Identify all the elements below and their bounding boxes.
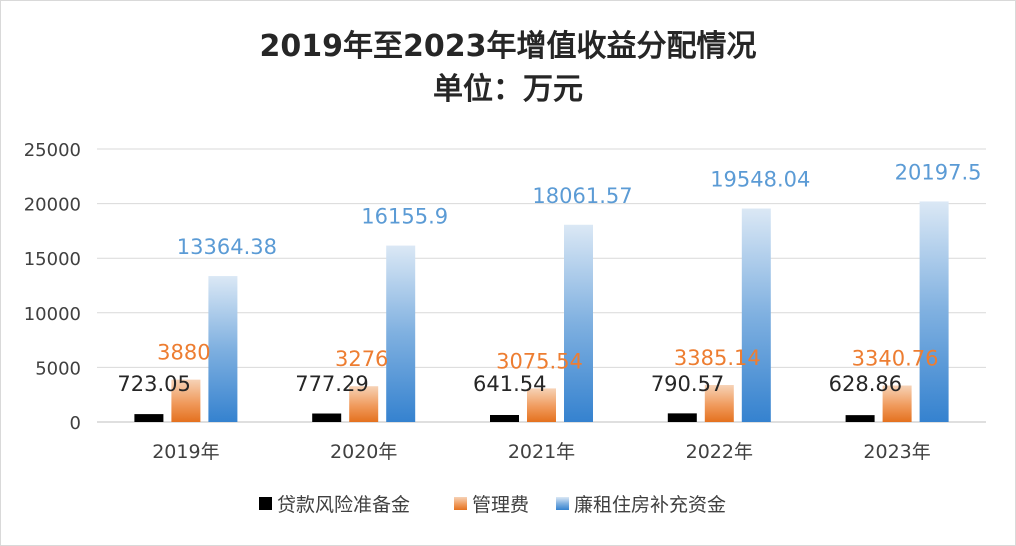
- data-label-s0-2020: 777.29: [295, 372, 368, 396]
- data-label-s2-2019: 13364.38: [177, 235, 277, 259]
- y-tick-label-25000: 25000: [24, 140, 81, 161]
- chart-subtitle: 单位：万元: [433, 72, 583, 107]
- bar-s1-2020: [349, 386, 379, 422]
- legend-swatch-s0: [259, 497, 272, 510]
- y-tick-label-20000: 20000: [24, 195, 81, 216]
- data-label-s0-2022: 790.57: [651, 372, 724, 396]
- y-tick-label-10000: 10000: [24, 304, 81, 325]
- legend-label-s0: 贷款风险准备金: [277, 494, 410, 516]
- y-tick-label-15000: 15000: [24, 249, 81, 270]
- bar-s2-2020: [386, 245, 416, 422]
- x-category-label-2022: 2022年: [686, 441, 753, 463]
- bar-s0-2022: [667, 413, 697, 422]
- gridlines: [97, 148, 986, 423]
- data-label-s0-2019: 723.05: [117, 372, 190, 396]
- bar-s2-2021: [564, 224, 593, 422]
- legend-label-s1: 管理费: [472, 494, 529, 516]
- bar-s0-2021: [490, 414, 519, 422]
- bar-s2-2019: [208, 276, 238, 422]
- chart-title-group: 2019年至2023年增值收益分配情况 单位：万元: [260, 29, 757, 107]
- bar-s2-2022: [741, 208, 771, 422]
- bar-s0-2019: [134, 414, 164, 422]
- legend-swatch-s2: [556, 497, 569, 510]
- data-label-s2-2020: 16155.9: [361, 205, 448, 229]
- bar-s1-2019: [171, 379, 201, 422]
- data-label-s1-2020: 3276: [335, 347, 388, 371]
- x-category-label-2020: 2020年: [330, 441, 397, 463]
- legend-label-s2: 廉租住房补充资金: [574, 494, 726, 516]
- data-label-s1-2022: 3385.14: [674, 346, 761, 370]
- data-label-s2-2023: 20197.5: [895, 160, 982, 184]
- x-axis-categories: 2019年 2020年 2021年 2022年 2023年: [152, 441, 931, 463]
- data-label-s1-2023: 3340.76: [852, 347, 939, 371]
- x-category-label-2023: 2023年: [863, 441, 930, 463]
- x-category-label-2019: 2019年: [152, 441, 219, 463]
- bar-s1-2021: [527, 388, 556, 422]
- bar-s1-2022: [704, 385, 734, 422]
- y-tick-label-5000: 5000: [35, 358, 81, 379]
- data-label-s0-2021: 641.54: [473, 372, 546, 396]
- x-category-label-2021: 2021年: [508, 441, 575, 463]
- data-label-s1-2019: 3880: [157, 341, 210, 365]
- bar-s0-2020: [312, 413, 342, 422]
- y-tick-label-0: 0: [70, 413, 81, 434]
- bar-s0-2023: [845, 415, 875, 422]
- bar-s2-2023: [919, 201, 949, 422]
- data-label-s0-2023: 628.86: [829, 372, 902, 396]
- chart-title: 2019年至2023年增值收益分配情况: [260, 29, 757, 64]
- data-label-s2-2021: 18061.57: [532, 184, 632, 208]
- legend-swatch-s1: [454, 497, 467, 510]
- legend: 贷款风险准备金 管理费 廉租住房补充资金: [259, 494, 726, 516]
- y-axis-ticks: 0 5000 10000 15000 20000 25000: [24, 140, 81, 434]
- bar-s1-2023: [882, 385, 912, 422]
- data-label-s2-2022: 19548.04: [710, 168, 810, 192]
- bars: [134, 201, 949, 422]
- data-label-s1-2021: 3075.54: [496, 349, 583, 373]
